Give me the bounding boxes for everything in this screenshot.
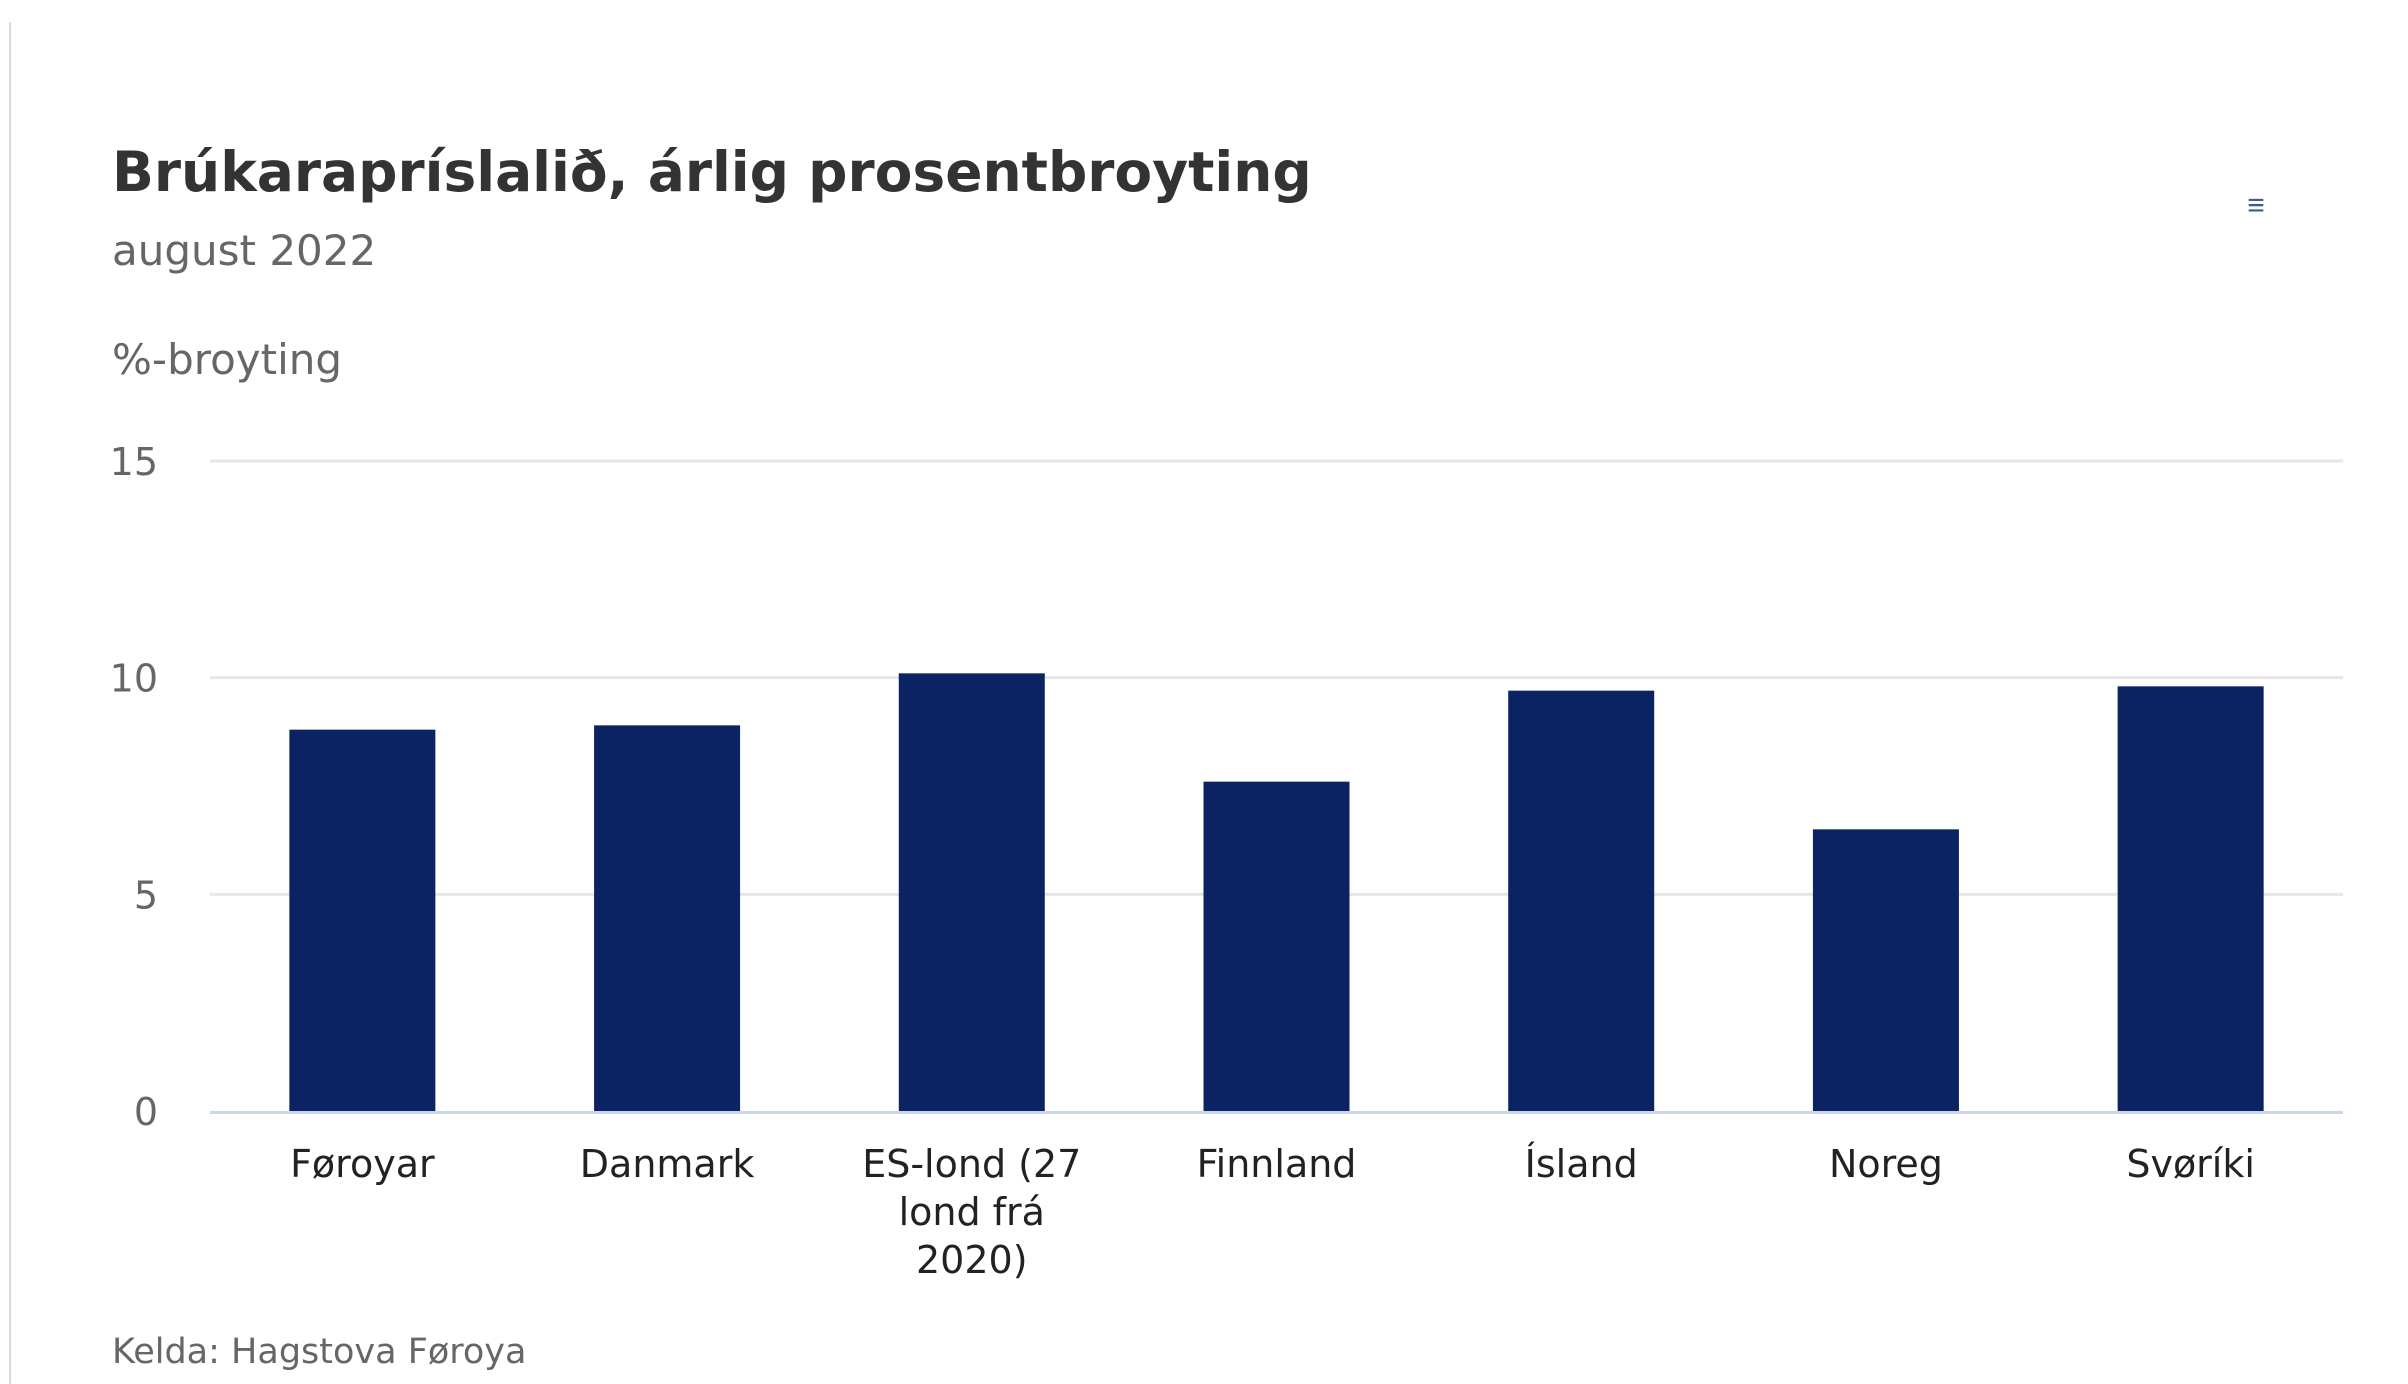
- x-category-label: Føroyar: [290, 1142, 435, 1186]
- bar: [1812, 829, 1959, 1111]
- bar: [898, 673, 1045, 1111]
- x-category-label: Danmark: [580, 1142, 755, 1186]
- x-category-label: Noreg: [1829, 1142, 1943, 1186]
- y-axis-label: %-broyting: [112, 335, 342, 384]
- bar: [1508, 690, 1655, 1111]
- hamburger-menu-icon[interactable]: ≡: [2234, 188, 2278, 224]
- x-category-label: Ísland: [1525, 1142, 1638, 1186]
- x-category-label: Svøríki: [2126, 1142, 2255, 1186]
- bar-chart: %-broyting 0 5 10 15 Føroyar Danmark ES-lond (2…: [110, 335, 2343, 1282]
- y-tick-label: 0: [134, 1090, 158, 1134]
- bar: [594, 725, 741, 1111]
- bar: [2117, 686, 2264, 1111]
- bar: [289, 729, 436, 1111]
- left-border: [9, 22, 11, 1384]
- chart-title: Brúkarapríslalið, árlig prosentbroyting: [112, 140, 1312, 204]
- y-tick-label: 10: [110, 657, 158, 701]
- bar: [1203, 781, 1350, 1111]
- y-tick-label: 5: [134, 873, 158, 917]
- y-tick-label: 15: [110, 440, 158, 484]
- x-category-label: Finnland: [1197, 1142, 1357, 1186]
- x-category-label: ES-lond (27 lond frá 2020): [862, 1142, 1081, 1282]
- chart-subtitle: august 2022: [112, 226, 377, 275]
- source-caption: Kelda: Hagstova Føroya: [112, 1332, 527, 1372]
